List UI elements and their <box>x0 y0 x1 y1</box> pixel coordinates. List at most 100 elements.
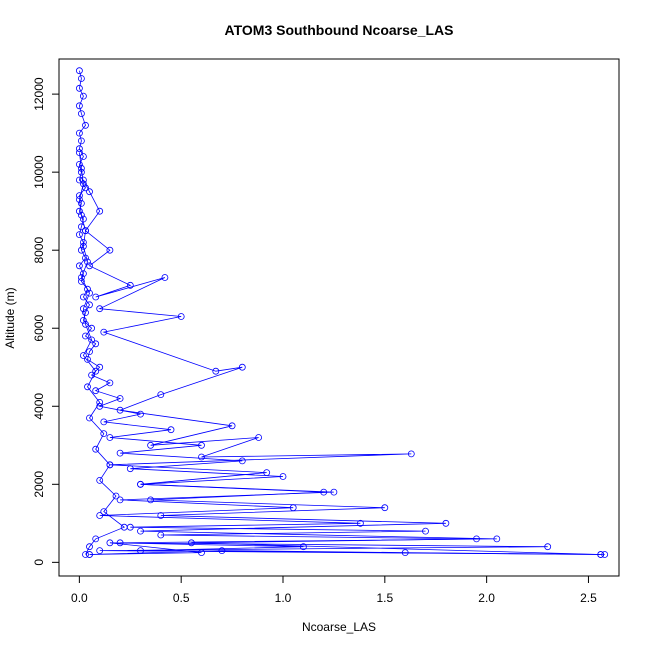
data-point <box>187 539 195 547</box>
x-tick-label: 0.0 <box>71 591 88 605</box>
data-point <box>76 84 83 92</box>
data-point <box>88 371 95 379</box>
data-point <box>92 445 100 453</box>
data-point <box>161 274 169 281</box>
data-point <box>86 414 93 422</box>
data-point <box>299 543 307 551</box>
data-point <box>78 164 85 172</box>
data-point <box>116 395 124 402</box>
data-point <box>86 348 93 356</box>
data-point <box>78 199 85 207</box>
series-3 <box>76 149 128 558</box>
data-point <box>116 449 124 457</box>
data-point <box>422 527 429 535</box>
y-tick-label: 8000 <box>32 237 46 264</box>
data-point <box>76 207 83 215</box>
data-point <box>78 137 85 145</box>
y-tick-label: 2000 <box>32 471 46 498</box>
series-layer <box>76 67 609 558</box>
data-point <box>106 434 114 441</box>
data-point <box>96 398 104 406</box>
data-point <box>76 262 83 270</box>
data-point <box>147 496 155 504</box>
data-point <box>96 207 104 215</box>
data-point <box>137 480 144 488</box>
data-point <box>80 153 87 160</box>
data-point <box>228 422 236 430</box>
data-point <box>126 281 134 289</box>
data-point <box>88 324 95 332</box>
data-point <box>238 457 246 465</box>
data-point <box>198 549 205 556</box>
data-point <box>76 129 83 137</box>
data-point <box>86 301 93 309</box>
data-point <box>100 508 108 516</box>
data-point <box>96 476 104 484</box>
data-point <box>238 363 246 371</box>
x-axis-label: Ncoarse_LAS <box>302 620 376 634</box>
data-point <box>76 149 83 157</box>
data-point <box>80 293 87 301</box>
data-point <box>279 473 287 480</box>
data-point <box>76 196 83 203</box>
data-point <box>78 211 85 219</box>
data-point <box>82 309 89 317</box>
series-line <box>83 179 601 555</box>
data-point <box>80 352 87 359</box>
data-point <box>212 367 220 375</box>
data-point <box>88 336 95 344</box>
data-point <box>381 504 389 512</box>
data-point <box>198 441 205 449</box>
data-point <box>137 527 144 535</box>
data-point <box>84 355 91 363</box>
y-axis-label: Altitude (m) <box>3 287 17 348</box>
data-point <box>120 523 128 531</box>
x-axis: 0.0 0.5 1.0 1.5 2.0 2.5 <box>71 575 597 605</box>
data-point <box>106 379 114 387</box>
data-point <box>78 75 85 82</box>
data-point <box>493 535 501 543</box>
data-point <box>86 188 93 196</box>
x-tick-label: 2.5 <box>580 591 597 605</box>
data-point <box>92 367 100 375</box>
data-point <box>112 492 120 500</box>
data-point <box>544 543 552 551</box>
y-tick-label: 0 <box>32 559 46 566</box>
data-point <box>80 270 87 278</box>
x-tick-label: 1.5 <box>376 591 393 605</box>
data-point <box>86 289 93 297</box>
data-point <box>597 551 605 558</box>
data-point <box>100 328 108 336</box>
data-point <box>100 418 108 426</box>
data-point <box>96 363 104 371</box>
data-point <box>76 67 83 75</box>
data-point <box>137 547 144 554</box>
data-point <box>177 313 185 320</box>
data-point <box>82 332 89 340</box>
data-point <box>80 92 87 100</box>
data-point <box>92 535 100 543</box>
data-point <box>76 102 83 110</box>
data-point <box>96 512 104 519</box>
data-point <box>80 305 87 313</box>
data-point <box>86 262 93 270</box>
data-point <box>157 391 165 399</box>
x-tick-label: 1.0 <box>275 591 292 605</box>
data-point <box>263 469 271 477</box>
data-point <box>84 258 91 266</box>
data-point <box>92 387 100 395</box>
data-point <box>76 231 83 239</box>
series-line <box>78 152 125 555</box>
data-point <box>76 160 83 168</box>
data-point <box>100 430 108 438</box>
data-point <box>76 145 83 153</box>
data-point <box>255 434 263 441</box>
chart-title: ATOM3 Southbound Ncoarse_LAS <box>225 22 454 38</box>
data-point <box>80 316 87 324</box>
data-point <box>198 453 205 461</box>
data-point <box>78 277 85 285</box>
data-point <box>96 305 104 313</box>
data-point <box>92 340 100 348</box>
data-point <box>356 519 364 527</box>
y-tick-label: 12000 <box>32 77 46 111</box>
